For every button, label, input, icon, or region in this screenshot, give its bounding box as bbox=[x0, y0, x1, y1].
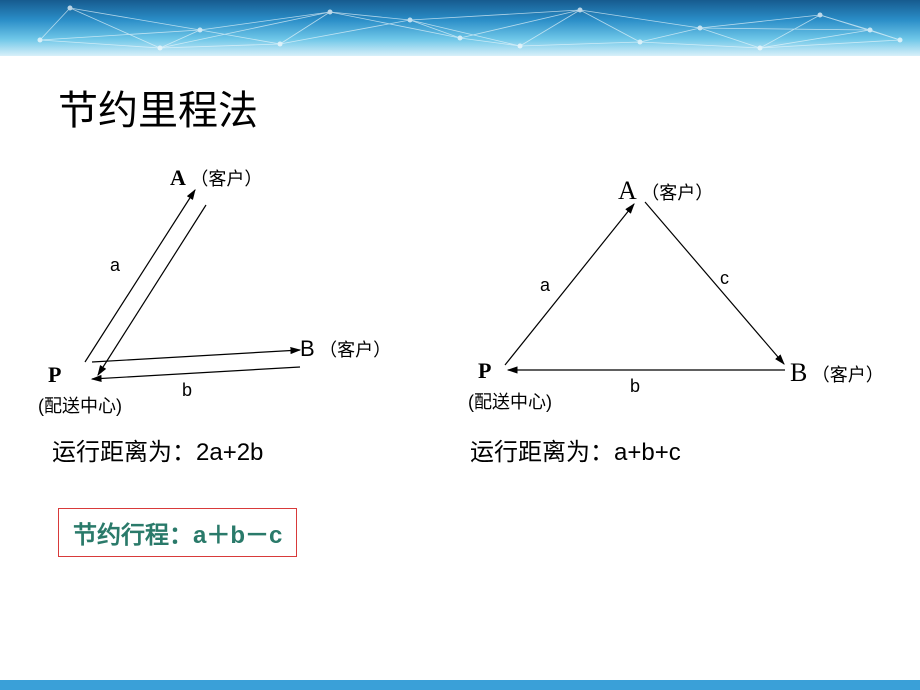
node-a-right: A （客户） bbox=[618, 176, 713, 206]
node-p-right: P bbox=[478, 358, 491, 384]
distance-left: 运行距离为：2a+2b bbox=[52, 432, 263, 467]
edge-a-left: a bbox=[110, 255, 120, 276]
node-a-left: A （客户） bbox=[170, 165, 262, 191]
edge-b-left: b bbox=[182, 380, 192, 401]
edge-a-right: a bbox=[540, 275, 550, 296]
top-banner bbox=[0, 0, 920, 56]
edge-b-right: b bbox=[630, 376, 640, 397]
node-p-left: P bbox=[48, 362, 61, 388]
edge-c-right: c bbox=[720, 268, 729, 289]
node-b-right: B （客户） bbox=[790, 358, 884, 388]
node-p-left-sub: (配送中心) bbox=[38, 392, 122, 418]
bottom-banner bbox=[0, 680, 920, 690]
page-title: 节约里程法 bbox=[58, 78, 258, 136]
node-b-left: B （客户） bbox=[300, 336, 391, 362]
node-p-right-sub: (配送中心) bbox=[468, 388, 552, 414]
savings-box: 节约行程：a＋b－c bbox=[58, 508, 297, 557]
savings-text: 节约行程：a＋b－c bbox=[73, 522, 282, 549]
distance-right: 运行距离为：a+b+c bbox=[470, 432, 681, 467]
